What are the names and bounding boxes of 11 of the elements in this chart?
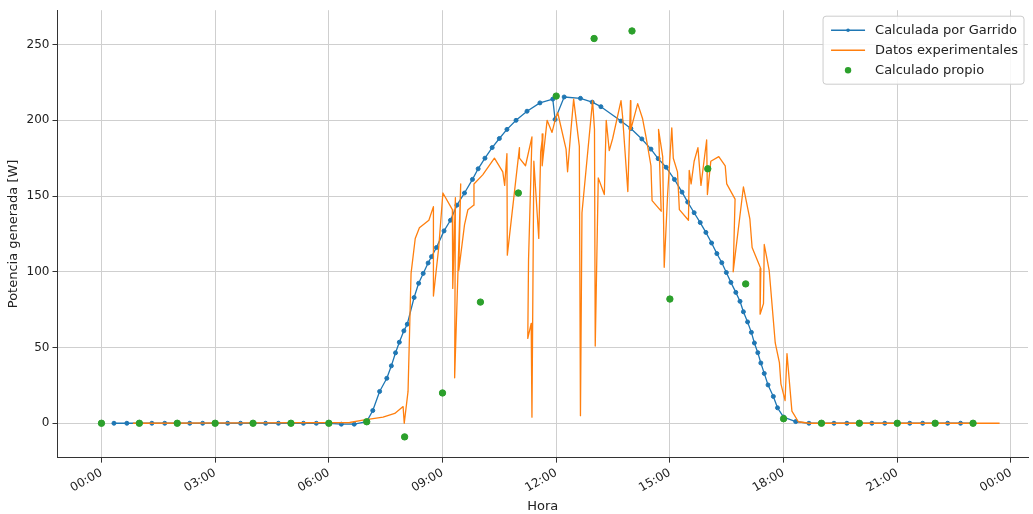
y-axis-title: Potencia generada [W] <box>5 159 21 309</box>
x-axis-title: Hora <box>527 497 559 513</box>
y-tick-label: 250 <box>26 36 50 51</box>
legend-label: Calculado propio <box>875 61 985 77</box>
legend-label: Datos experimentales <box>875 41 1019 57</box>
y-tick-label: 100 <box>26 263 50 278</box>
y-tick-label: 50 <box>34 339 50 354</box>
y-tick-label: 200 <box>26 112 50 127</box>
legend-label: Calculada por Garrido <box>875 21 1018 37</box>
y-tick-label: 0 <box>41 415 50 430</box>
y-tick-label: 150 <box>26 188 50 203</box>
